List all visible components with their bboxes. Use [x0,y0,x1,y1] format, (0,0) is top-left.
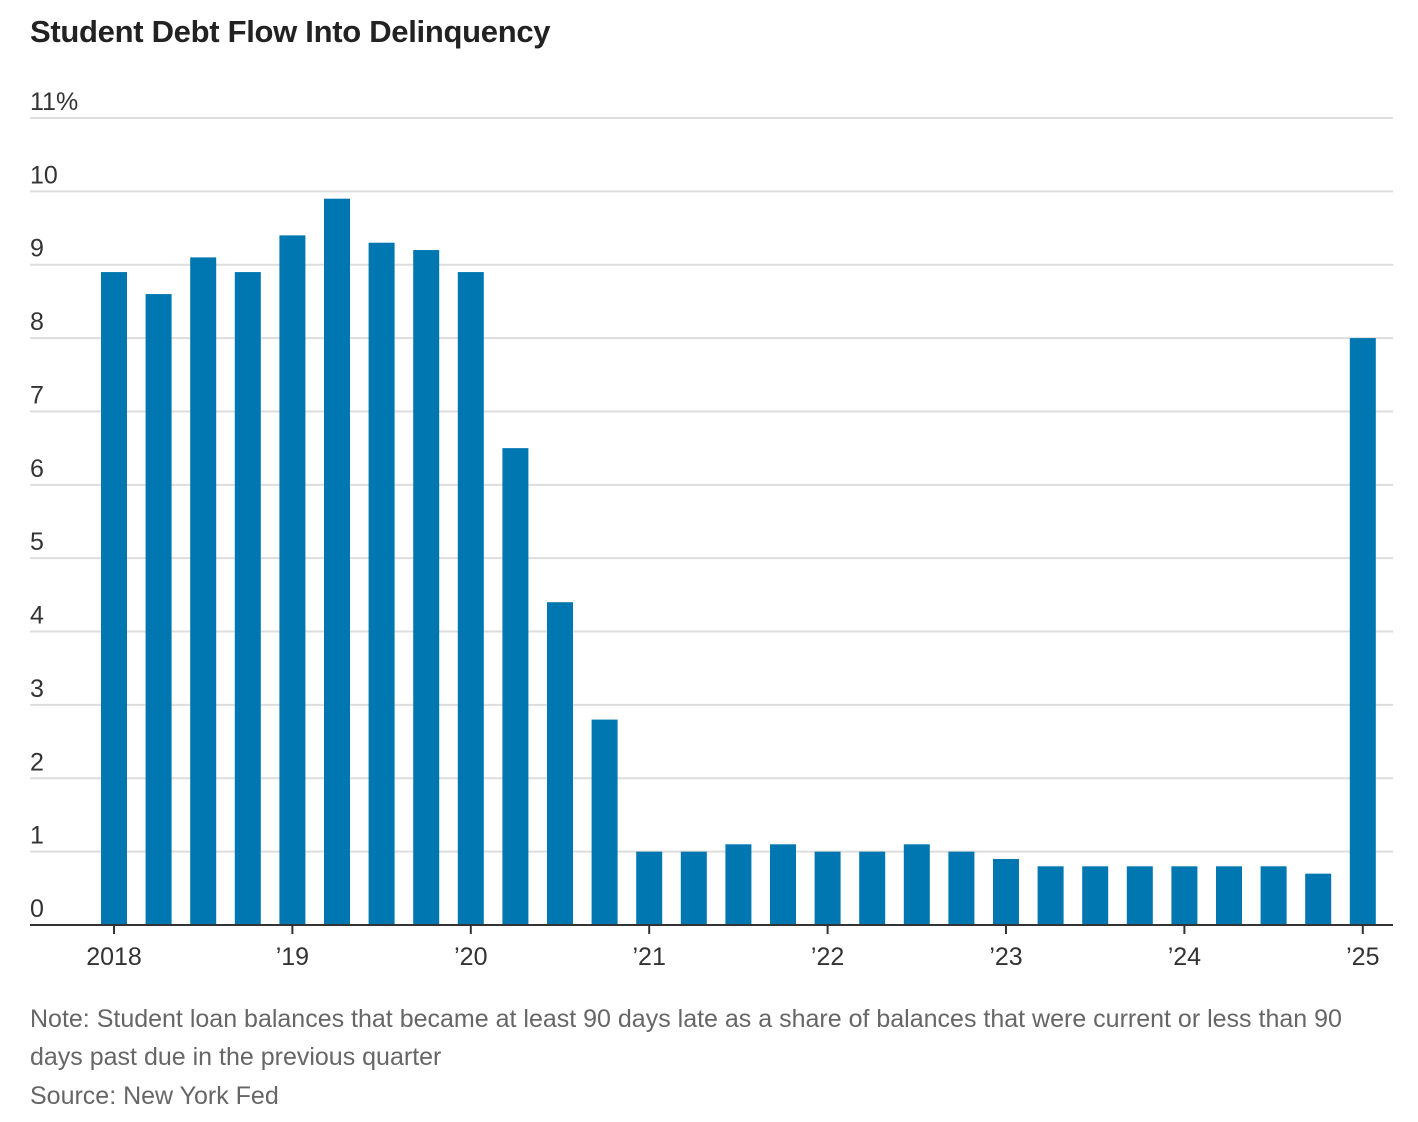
bar [190,257,217,926]
y-axis-ticks: 0 1 2 3 4 5 6 7 8 9 10 11% [30,88,78,923]
x-tick-label: ’23 [989,943,1022,971]
bar [1349,338,1376,925]
y-tick-label: 4 [30,602,44,630]
bar [1171,866,1198,925]
x-tick-label: ’24 [1168,943,1201,971]
y-tick-label: 8 [30,308,44,336]
bar [413,250,440,925]
bar [1126,866,1153,925]
chart-note: Note: Student loan balances that became … [30,1005,1342,1071]
bar [948,851,975,925]
bar [1037,866,1064,925]
bar [101,272,127,926]
bar [368,242,395,925]
y-tick-label: 5 [30,528,44,556]
bar [903,844,930,925]
bar [1305,873,1332,925]
bar [591,719,618,925]
y-tick-label: 3 [30,675,44,703]
bar [324,198,350,925]
y-tick-label: 2 [30,748,44,776]
bar [547,602,573,925]
bar [993,858,1019,925]
y-tick-label: 11% [30,88,78,116]
bar [1260,866,1287,925]
bars [101,198,1376,926]
bar [1216,866,1242,925]
bar [680,851,707,925]
bar [145,294,172,925]
bar-chart: 0 1 2 3 4 5 6 7 8 9 10 11% 2018 ’19 ’20 ’21 ’22 ’23 ’24 ’2… [30,88,1393,971]
y-tick-label: 0 [30,895,44,923]
bar [859,851,886,925]
bar [725,844,752,925]
bar [770,844,796,925]
x-tick-label: ’25 [1346,943,1379,971]
gridlines [30,117,1393,853]
x-axis-ticks: 2018 ’19 ’20 ’21 ’22 ’23 ’24 ’25 [86,925,1379,971]
bar [279,235,306,925]
y-tick-label: 1 [30,822,44,850]
y-tick-label: 7 [30,381,44,409]
y-tick-label: 10 [30,161,58,189]
x-tick-label: ’21 [633,943,666,971]
bar [814,851,841,925]
x-tick-label: ’20 [454,943,487,971]
x-tick-label: 2018 [86,943,142,971]
x-tick-label: ’22 [811,943,844,971]
chart-title: Student Debt Flow Into Delinquency [30,14,551,49]
chart-source: Source: New York Fed [30,1082,279,1110]
bar [234,272,261,926]
bar [502,448,529,925]
y-tick-label: 6 [30,455,44,483]
bar [1082,866,1109,925]
y-tick-label: 9 [30,235,44,263]
bar [636,851,663,925]
x-tick-label: ’19 [276,943,309,971]
bar [457,272,484,926]
